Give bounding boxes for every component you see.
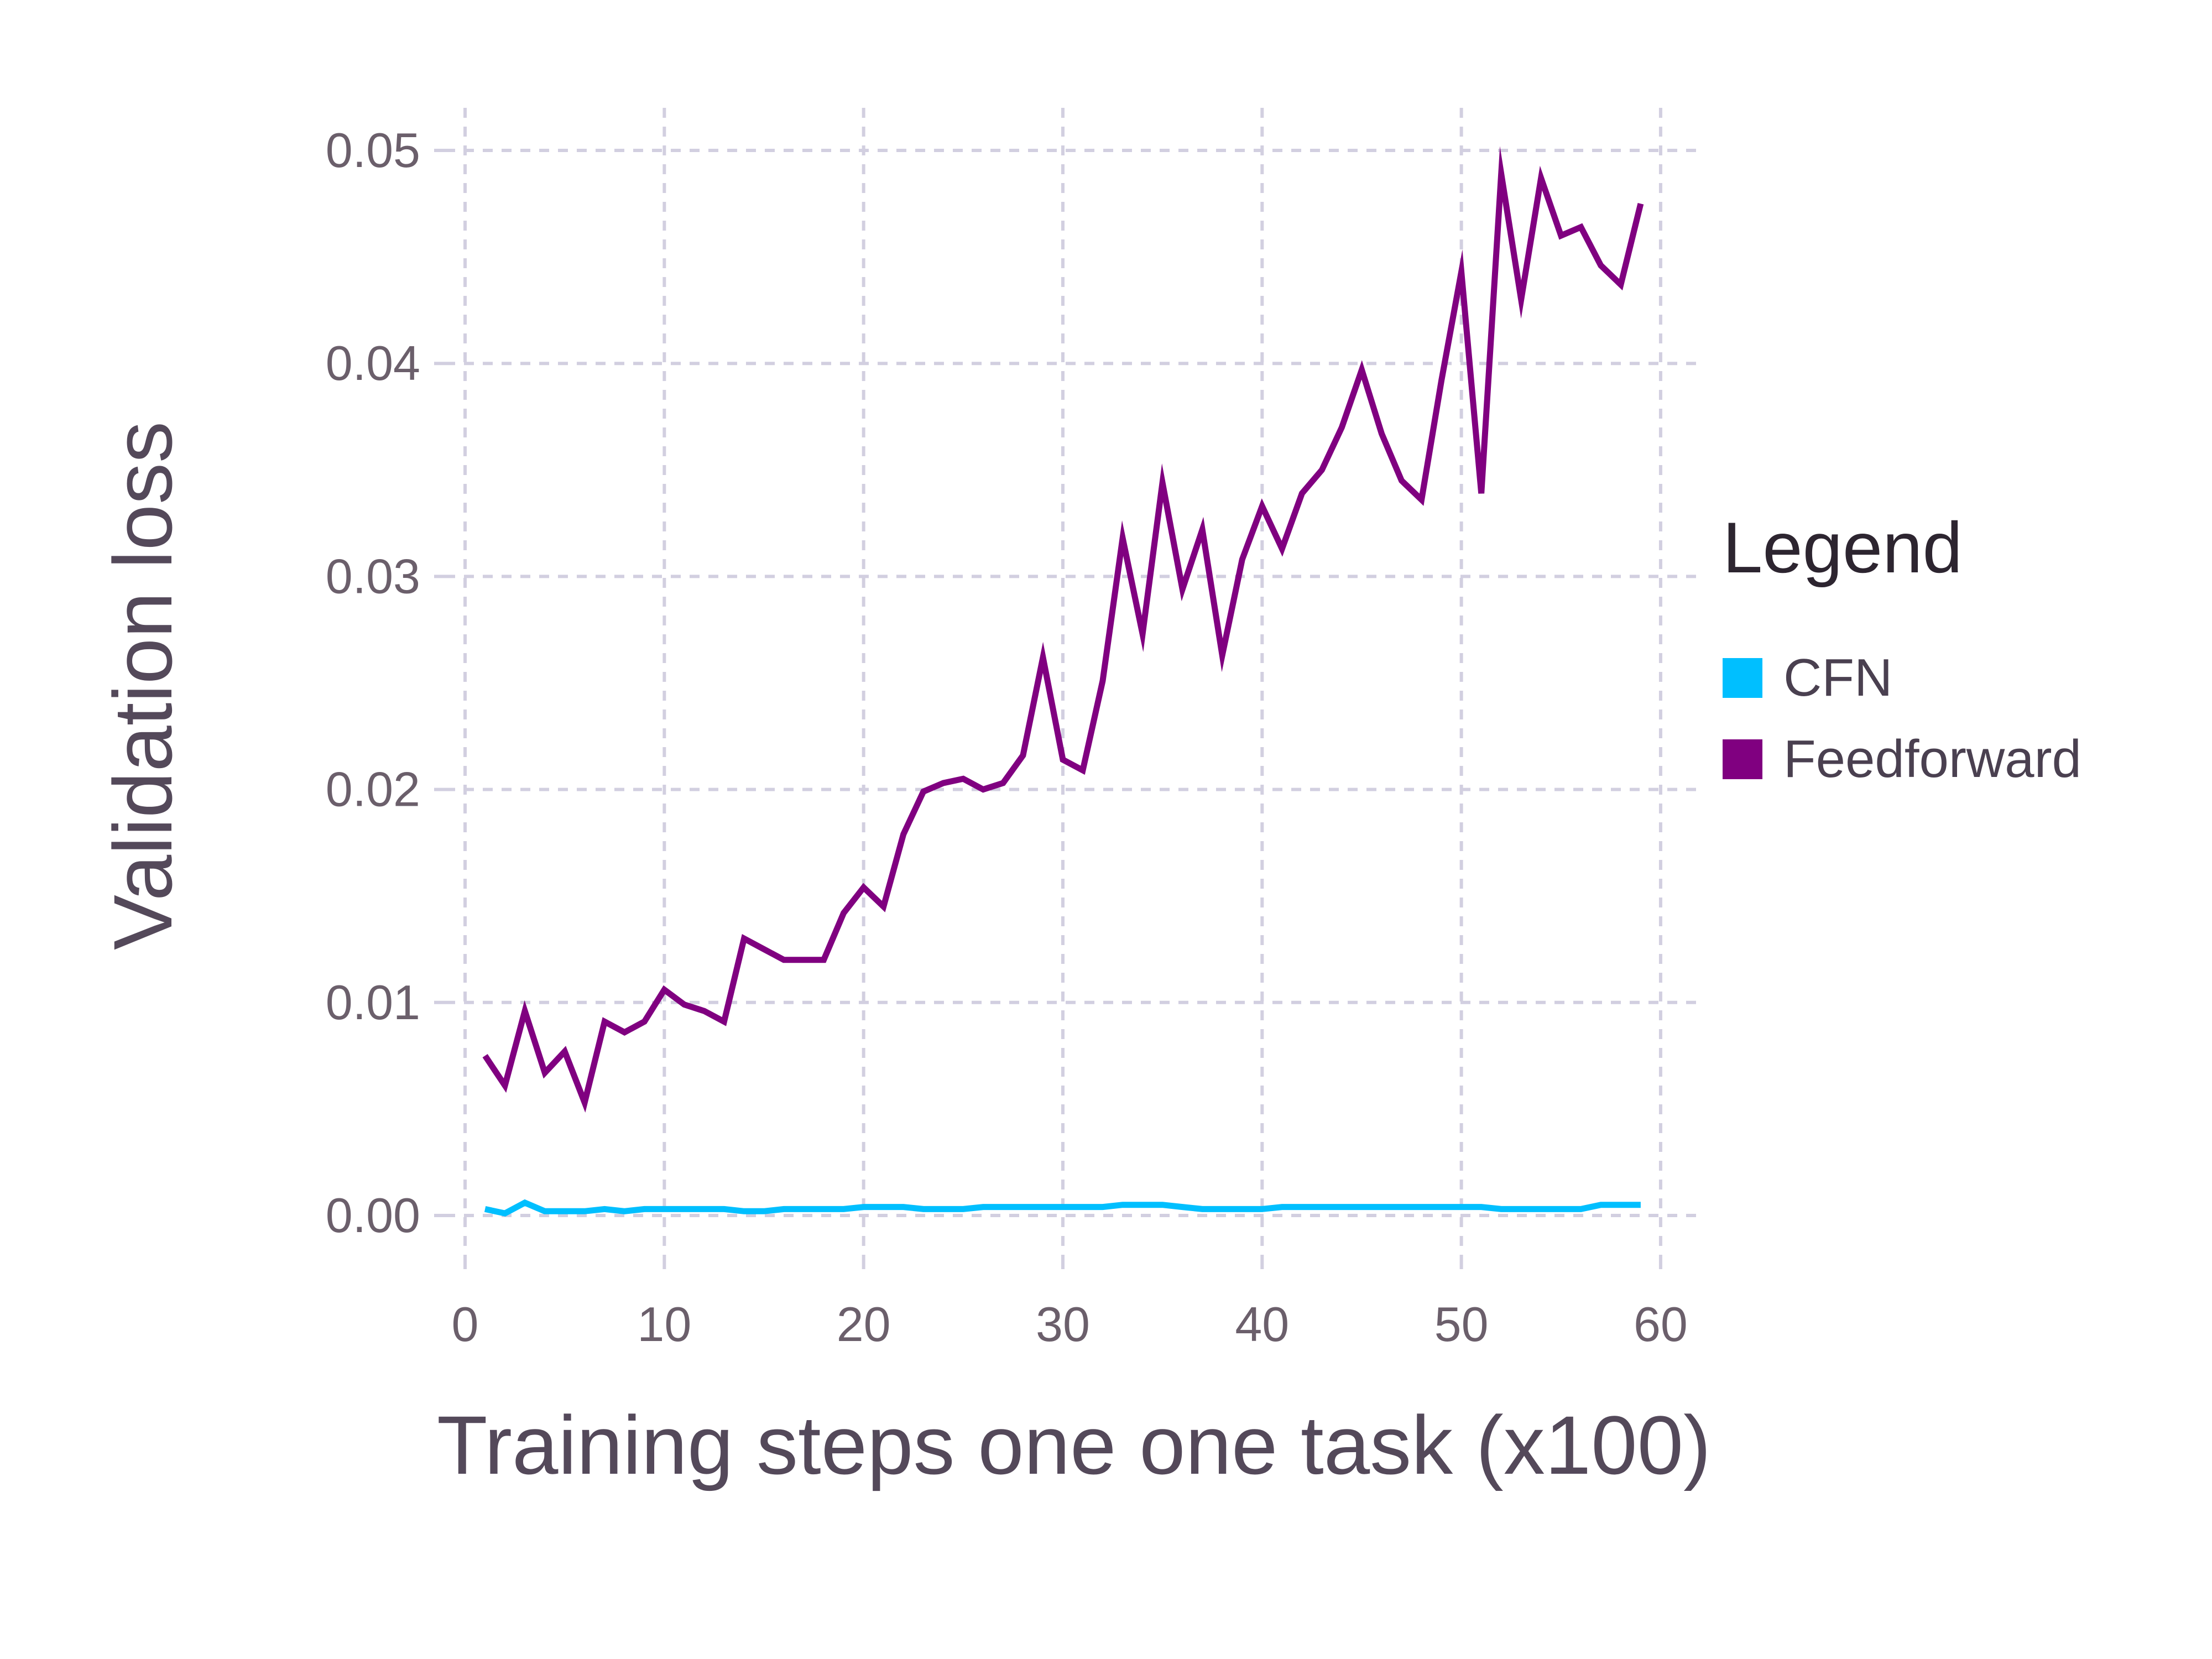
legend-swatch-feedforward <box>1723 739 1762 779</box>
y-axis-ticks: 0.00 0.01 0.02 0.03 0.04 0.05 <box>326 123 445 1243</box>
x-tick-label: 60 <box>1634 1297 1688 1352</box>
legend-swatch-cfn <box>1723 658 1762 698</box>
y-tick-label: 0.01 <box>326 975 420 1030</box>
y-tick-label: 0.00 <box>326 1188 420 1243</box>
series-line-cfn <box>484 1199 1641 1217</box>
legend-label-feedforward: Feedforward <box>1783 729 2081 789</box>
x-tick-label: 20 <box>837 1297 891 1352</box>
vertical-gridlines <box>463 108 1662 1258</box>
legend: Legend CFN Feedforward <box>1723 507 2081 789</box>
series-lines <box>482 146 1644 1217</box>
legend-label-cfn: CFN <box>1783 648 1892 707</box>
y-tick-label: 0.04 <box>326 336 420 390</box>
x-tick-label: 30 <box>1036 1297 1090 1352</box>
y-tick-label: 0.02 <box>326 762 420 817</box>
x-tick-label: 10 <box>637 1297 691 1352</box>
x-axis-title: Training steps one one task (x100) <box>437 1399 1711 1491</box>
y-tick-label: 0.05 <box>326 123 420 178</box>
x-tick-label: 50 <box>1434 1297 1489 1352</box>
x-tick-label: 0 <box>452 1297 479 1352</box>
legend-title: Legend <box>1723 507 1963 588</box>
x-axis-ticks: 0 10 20 30 40 50 60 <box>452 1258 1688 1352</box>
series-line-feedforward <box>482 146 1644 1113</box>
x-tick-label: 40 <box>1235 1297 1289 1352</box>
y-axis-title: Validation loss <box>96 421 189 950</box>
horizontal-gridlines <box>445 149 1700 1217</box>
y-tick-label: 0.03 <box>326 549 420 603</box>
